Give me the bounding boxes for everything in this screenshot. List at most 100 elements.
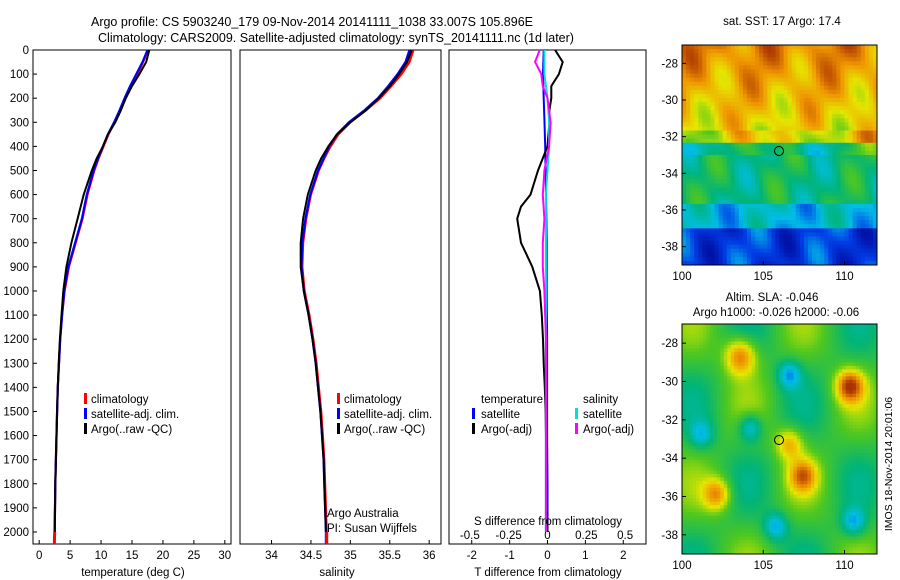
heatmap-cell xyxy=(803,365,808,370)
heatmap-cell xyxy=(759,260,764,266)
legend-label-s-argo: Argo(-adj) xyxy=(583,424,634,436)
heatmap-cell xyxy=(856,260,862,266)
heatmap-cell xyxy=(769,369,773,374)
heatmap-cell xyxy=(702,337,707,342)
heatmap-cell xyxy=(722,81,728,87)
heatmap-cell xyxy=(828,248,833,254)
heatmap-cell xyxy=(812,73,817,78)
heatmap-cell xyxy=(699,452,704,457)
heatmap-cell xyxy=(692,393,697,398)
heatmap-cell xyxy=(775,73,780,78)
heatmap-cell xyxy=(779,53,784,58)
heatmap-cell xyxy=(755,428,760,433)
heatmap-cell xyxy=(856,407,860,412)
heatmap-cell xyxy=(779,195,784,201)
legend-label-argo: Argo(..raw -QC) xyxy=(344,424,425,436)
heatmap-cell xyxy=(758,439,763,443)
heatmap-cell xyxy=(828,146,833,152)
heatmap-cell xyxy=(868,53,874,58)
heatmap-cell xyxy=(795,191,801,197)
heatmap-cell xyxy=(840,252,845,258)
heatmap-cell xyxy=(775,53,780,58)
heatmap-cell xyxy=(759,93,764,99)
heatmap-cell xyxy=(820,212,825,217)
heatmap-cell xyxy=(727,442,732,447)
heatmap-cell xyxy=(769,348,773,353)
heatmap-cell xyxy=(795,224,801,229)
heatmap-cell xyxy=(852,435,857,440)
heatmap-cell xyxy=(706,240,711,246)
salinity-note-agency: Argo Australia xyxy=(327,508,399,520)
heatmap-cell xyxy=(763,97,768,103)
heatmap-cell xyxy=(786,425,791,429)
heatmap-cell xyxy=(759,252,764,258)
heatmap-cell xyxy=(831,334,836,339)
heatmap-cell xyxy=(787,69,793,74)
heatmap-cell xyxy=(682,110,687,115)
heatmap-cell xyxy=(868,57,874,62)
heatmap-cell xyxy=(873,386,878,391)
heatmap-cell xyxy=(755,330,760,335)
heatmap-cell xyxy=(751,334,756,339)
heatmap-cell xyxy=(742,191,748,197)
heatmap-cell xyxy=(779,220,784,225)
heatmap-cell xyxy=(776,351,780,356)
heatmap-cell xyxy=(787,81,793,87)
heatmap-cell xyxy=(767,159,772,164)
heatmap-cell xyxy=(789,393,794,398)
heatmap-cell xyxy=(793,397,798,402)
heatmap-cell xyxy=(698,69,703,74)
heatmap-cell xyxy=(692,445,697,450)
heatmap-cell xyxy=(824,442,829,447)
heatmap-cell xyxy=(832,240,837,246)
heatmap-cell xyxy=(828,81,833,87)
heatmap-cell xyxy=(817,372,822,377)
heatmap-cell xyxy=(772,341,777,346)
heatmap-cell xyxy=(791,212,797,217)
heatmap-cell xyxy=(820,216,825,221)
heatmap-cell xyxy=(803,435,808,440)
heatmap-cell xyxy=(812,81,817,87)
heatmap-cell xyxy=(828,163,833,168)
heatmap-cell xyxy=(789,351,794,356)
heatmap-cell xyxy=(716,327,721,332)
heatmap-cell xyxy=(730,400,735,405)
heatmap-cell xyxy=(747,118,752,123)
heatmap-cell xyxy=(755,372,760,377)
heatmap-cell xyxy=(747,69,752,74)
heatmap-cell xyxy=(734,418,739,422)
heatmap-cell xyxy=(836,138,841,144)
legend-swatch-climatology xyxy=(337,393,340,404)
heatmap-cell xyxy=(767,240,772,246)
heatmap-cell xyxy=(795,252,801,258)
heatmap-cell xyxy=(824,228,829,233)
heatmap-cell xyxy=(856,379,860,384)
heatmap-cell xyxy=(852,203,858,209)
heatmap-cell xyxy=(726,126,732,131)
heatmap-cell xyxy=(832,130,837,136)
heatmap-cell xyxy=(692,348,697,353)
heatmap-cell xyxy=(824,130,829,136)
heatmap-cell xyxy=(796,397,801,402)
heatmap-cell xyxy=(856,65,862,70)
heatmap-cell xyxy=(716,428,721,433)
heatmap-cell xyxy=(779,456,784,461)
heatmap-cell xyxy=(775,232,780,237)
heatmap-cell xyxy=(706,207,711,213)
heatmap-cell xyxy=(694,93,699,99)
heatmap-cell xyxy=(758,456,763,461)
heatmap-cell xyxy=(706,93,711,99)
heatmap-cell xyxy=(767,114,772,119)
heatmap-cell xyxy=(694,252,699,258)
heatmap-cell xyxy=(803,89,809,95)
heatmap-cell xyxy=(796,428,801,433)
heatmap-cell xyxy=(706,362,711,367)
heatmap-cell xyxy=(686,138,691,144)
heatmap-cell xyxy=(816,65,821,70)
heatmap-cell xyxy=(730,330,735,335)
heatmap-cell xyxy=(710,97,715,103)
heatmap-cell xyxy=(737,372,742,377)
heatmap-cell xyxy=(765,324,770,328)
heatmap-cell xyxy=(828,110,833,115)
heatmap-cell xyxy=(738,224,744,229)
